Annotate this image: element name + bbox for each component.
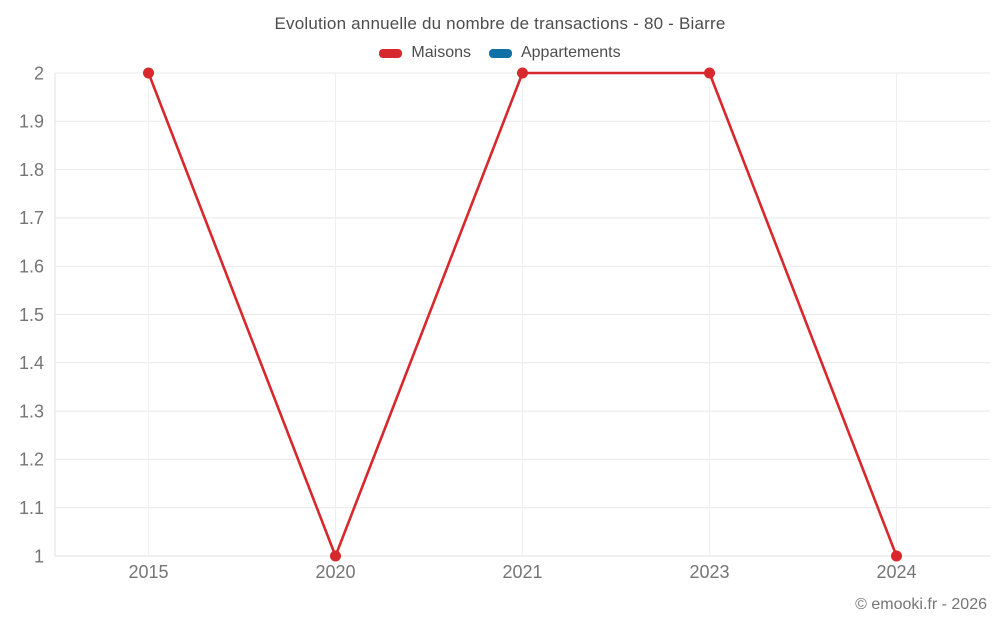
legend: Maisons Appartements bbox=[0, 44, 1000, 62]
x-tick-label: 2015 bbox=[128, 562, 168, 582]
legend-label-appartements: Appartements bbox=[520, 44, 621, 61]
y-tick-label: 2 bbox=[34, 63, 44, 83]
y-tick-label: 1.8 bbox=[19, 160, 44, 180]
y-tick-label: 1.1 bbox=[19, 498, 44, 518]
legend-item-maisons[interactable]: Maisons bbox=[379, 44, 471, 62]
legend-label-maisons: Maisons bbox=[411, 44, 471, 61]
copyright-text: © emooki.fr - 2026 bbox=[855, 596, 987, 613]
x-tick-label: 2021 bbox=[502, 562, 542, 582]
x-tick-label: 2024 bbox=[876, 562, 916, 582]
maisons-data-point-marker[interactable] bbox=[517, 67, 528, 79]
legend-item-appartements[interactable]: Appartements bbox=[488, 44, 621, 62]
y-tick-label: 1.6 bbox=[19, 257, 44, 277]
maisons-data-point-marker[interactable] bbox=[704, 67, 715, 79]
maisons-data-point-marker[interactable] bbox=[330, 550, 341, 562]
y-tick-label: 1.7 bbox=[19, 208, 44, 228]
y-tick-label: 1.3 bbox=[19, 401, 44, 421]
maisons-data-point-marker[interactable] bbox=[143, 67, 154, 79]
y-tick-label: 1.4 bbox=[19, 353, 44, 373]
appartements-swatch-icon bbox=[488, 48, 512, 58]
chart-title: Evolution annuelle du nombre de transact… bbox=[274, 14, 726, 33]
y-tick-label: 1.9 bbox=[19, 112, 44, 132]
maisons-data-point-marker[interactable] bbox=[891, 550, 902, 562]
y-tick-label: 1.5 bbox=[19, 305, 44, 325]
maisons-swatch-icon bbox=[379, 48, 403, 58]
y-tick-label: 1 bbox=[34, 546, 44, 566]
x-tick-label: 2020 bbox=[315, 562, 355, 582]
y-tick-label: 1.2 bbox=[19, 450, 44, 470]
x-tick-label: 2023 bbox=[689, 562, 729, 582]
